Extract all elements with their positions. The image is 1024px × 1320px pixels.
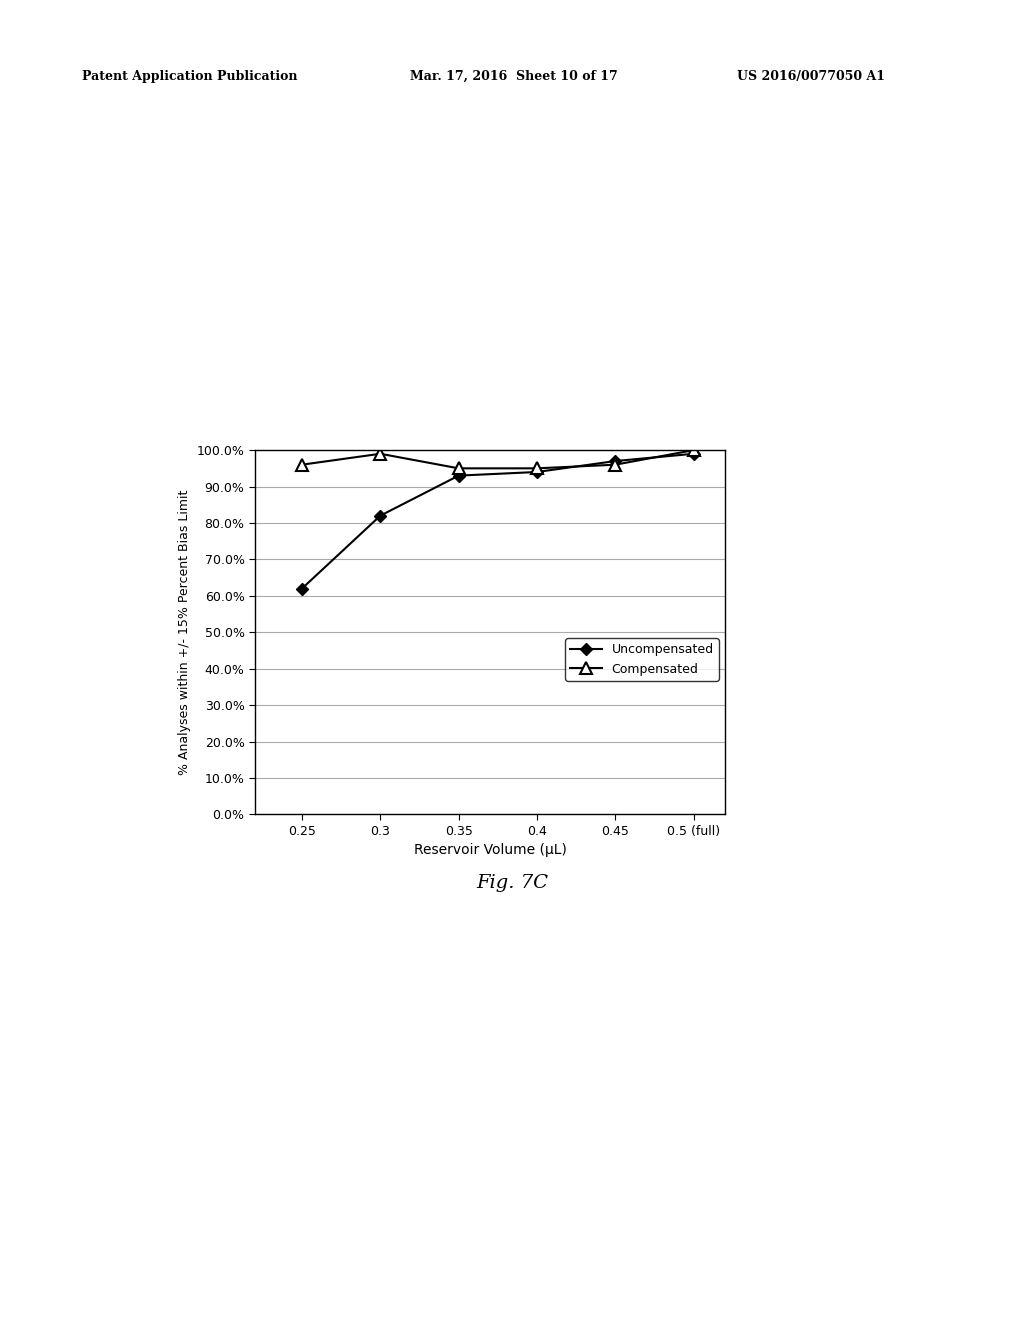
Compensated — [453, 461, 465, 477]
Uncompensated — [609, 453, 622, 469]
Line: Compensated: Compensated — [296, 445, 699, 474]
Uncompensated — [687, 446, 699, 462]
Compensated — [296, 457, 308, 473]
Compensated — [609, 457, 622, 473]
Compensated — [374, 446, 386, 462]
Text: Fig. 7C: Fig. 7C — [476, 874, 548, 892]
X-axis label: Reservoir Volume (μL): Reservoir Volume (μL) — [414, 843, 566, 858]
Uncompensated — [374, 508, 386, 524]
Legend: Uncompensated, Compensated: Uncompensated, Compensated — [565, 639, 719, 681]
Compensated — [530, 461, 543, 477]
Uncompensated — [530, 465, 543, 480]
Text: Mar. 17, 2016  Sheet 10 of 17: Mar. 17, 2016 Sheet 10 of 17 — [410, 70, 617, 83]
Uncompensated — [296, 581, 308, 597]
Text: US 2016/0077050 A1: US 2016/0077050 A1 — [737, 70, 886, 83]
Uncompensated — [453, 467, 465, 483]
Line: Uncompensated: Uncompensated — [298, 450, 697, 593]
Text: Patent Application Publication: Patent Application Publication — [82, 70, 297, 83]
Compensated — [687, 442, 699, 458]
Y-axis label: % Analyses within +/- 15% Percent Bias Limit: % Analyses within +/- 15% Percent Bias L… — [178, 490, 191, 775]
